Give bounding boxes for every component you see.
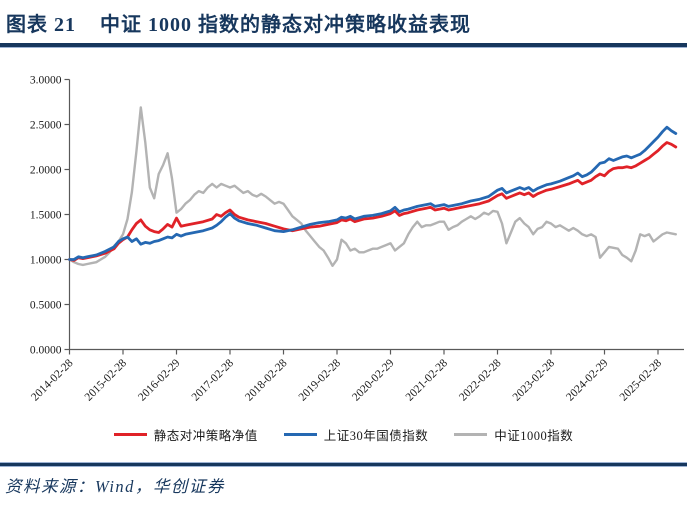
red-line-swatch <box>113 432 147 436</box>
x-tick-label: 2019-02-28 <box>297 357 344 404</box>
static-hedge-strategy-line-chart: 0.0000 0.5000 1.0000 1.5000 2.0000 2.5000 3.00… <box>29 75 684 404</box>
chart-legend: 静态对冲策略净值 上证30年国债指数 中证1000指数 <box>0 424 687 444</box>
legend-label: 上证30年国债指数 <box>323 428 429 443</box>
figure-header: 图表 21 中证 1000 指数的静态对冲策略收益表现 <box>6 8 471 37</box>
header-divider <box>0 43 687 48</box>
y-tick-label: 1.0000 <box>30 255 62 267</box>
x-tick-label: 2021-02-28 <box>404 357 451 404</box>
x-tick-label: 2017-02-28 <box>190 357 237 404</box>
blue-line-swatch <box>283 432 317 436</box>
page-title: 中证 1000 指数的静态对冲策略收益表现 <box>100 14 471 36</box>
source-note: 资料来源：Wind，华创证券 <box>5 477 225 496</box>
x-tick-label: 2022-02-28 <box>457 357 504 404</box>
x-tick-label: 2014-02-28 <box>29 357 76 404</box>
x-tick-label: 2024-02-29 <box>564 357 611 404</box>
x-tick-label: 2020-02-29 <box>350 357 397 404</box>
x-tick-label: 2015-02-28 <box>83 357 130 404</box>
legend-item-strategy: 静态对冲策略净值 <box>113 425 258 444</box>
y-tick-label: 1.5000 <box>30 210 62 222</box>
y-tick-label: 0.0000 <box>30 345 62 357</box>
y-tick-label: 0.5000 <box>30 300 62 312</box>
legend-label: 中证1000指数 <box>494 428 574 443</box>
footer-divider <box>0 462 687 467</box>
legend-item-csi1000-index: 中证1000指数 <box>454 425 573 444</box>
legend-label: 静态对冲策略净值 <box>153 428 258 443</box>
y-tick-label: 3.0000 <box>30 75 62 87</box>
series-line-静态对冲策略净值 <box>68 141 678 262</box>
x-tick-label: 2025-02-28 <box>618 357 665 404</box>
y-tick-label: 2.0000 <box>30 165 62 177</box>
series-line-中证1000指数 <box>68 106 677 268</box>
series-line-上证30年国债指数 <box>68 125 678 261</box>
x-tick-label: 2023-02-28 <box>511 357 558 404</box>
legend-item-treasury-index: 上证30年国债指数 <box>283 425 429 444</box>
y-tick-label: 2.5000 <box>30 120 62 132</box>
x-tick-label: 2016-02-29 <box>136 357 183 404</box>
figure-label: 图表 21 <box>6 14 76 36</box>
x-tick-label: 2018-02-28 <box>243 357 290 404</box>
gray-line-swatch <box>454 432 488 436</box>
